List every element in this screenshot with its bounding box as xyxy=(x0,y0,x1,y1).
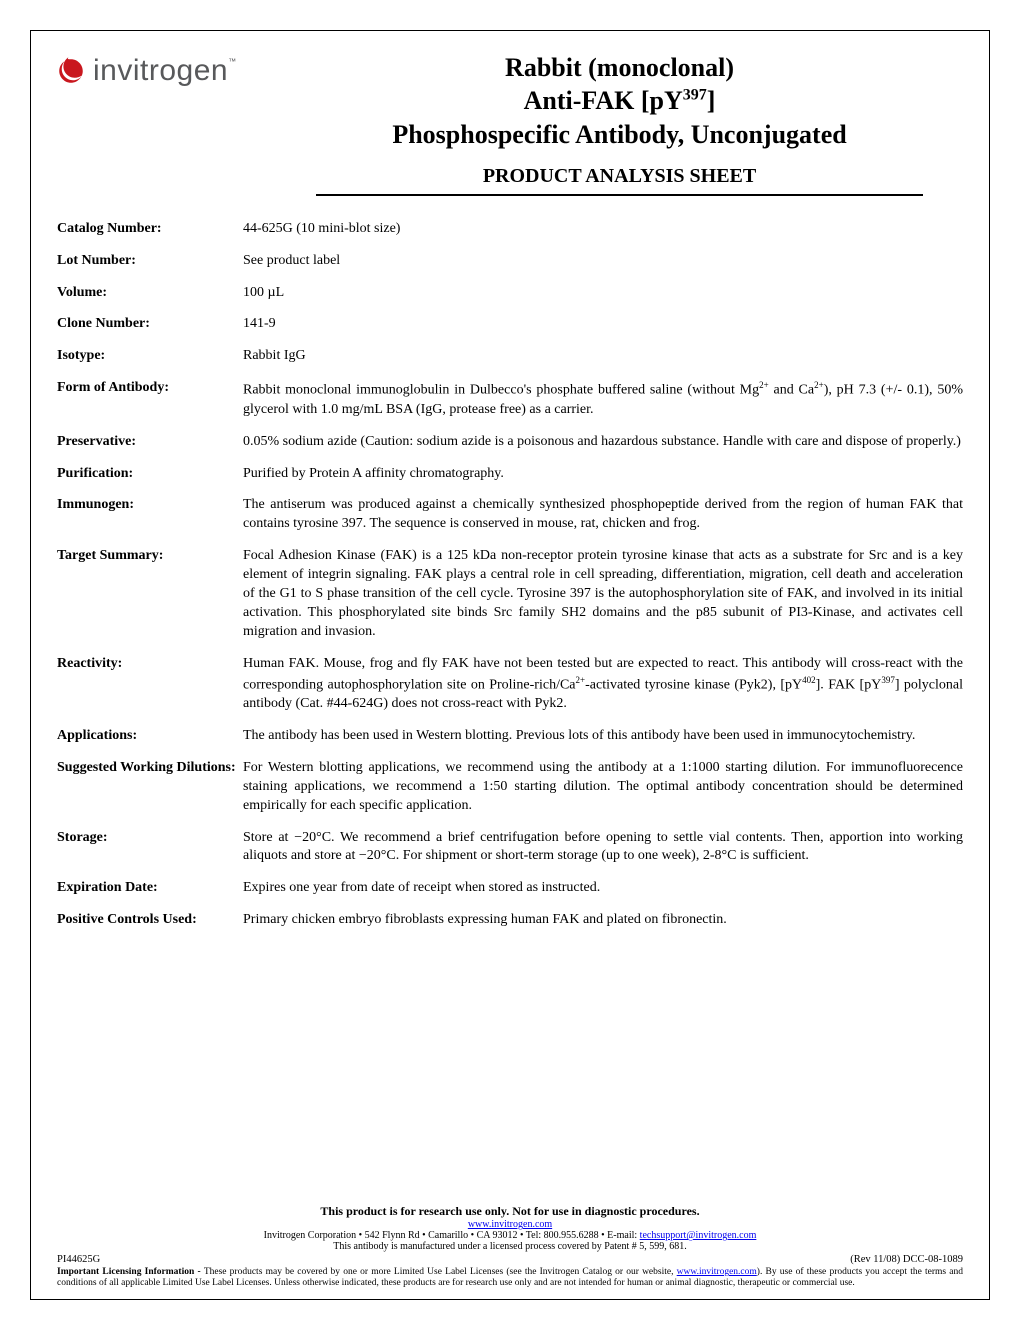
swirl-icon xyxy=(57,57,85,85)
field-row: Expiration Date:Expires one year from da… xyxy=(57,879,963,898)
field-row: Catalog Number:44-625G (10 mini-blot siz… xyxy=(57,220,963,239)
field-row: Purification:Purified by Protein A affin… xyxy=(57,465,963,484)
brand-logo: invitrogen™ xyxy=(57,51,236,85)
field-value: Rabbit monoclonal immunoglobulin in Dulb… xyxy=(243,379,963,419)
email-link[interactable]: techsupport@invitrogen.com xyxy=(640,1230,757,1241)
field-label: Form of Antibody: xyxy=(57,379,243,398)
field-label: Preservative: xyxy=(57,433,243,452)
pi-number: PI44625G xyxy=(57,1254,100,1265)
field-row: Clone Number:141-9 xyxy=(57,315,963,334)
field-value: 44-625G (10 mini-blot size) xyxy=(243,220,963,239)
field-row: Reactivity:Human FAK. Mouse, frog and fl… xyxy=(57,655,963,714)
field-row: Storage:Store at −20°C. We recommend a b… xyxy=(57,829,963,867)
field-label: Positive Controls Used: xyxy=(57,911,243,930)
title2-sup: 397 xyxy=(683,87,707,104)
field-value: 141-9 xyxy=(243,315,963,334)
product-title-line1: Rabbit (monoclonal) xyxy=(276,51,963,84)
legal-body-pre: These products may be covered by one or … xyxy=(204,1267,677,1277)
field-value: Focal Adhesion Kinase (FAK) is a 125 kDa… xyxy=(243,547,963,641)
footer-meta: PI44625G (Rev 11/08) DCC-08-1089 xyxy=(57,1254,963,1265)
corp-line: Invitrogen Corporation • 542 Flynn Rd • … xyxy=(57,1230,963,1241)
field-value: Expires one year from date of receipt wh… xyxy=(243,879,963,898)
patent-line: This antibody is manufactured under a li… xyxy=(57,1241,963,1252)
legal-notice: Important Licensing Information - These … xyxy=(57,1267,963,1289)
page-frame: invitrogen™ Rabbit (monoclonal) Anti-FAK… xyxy=(30,30,990,1300)
field-label: Lot Number: xyxy=(57,252,243,271)
field-value: Rabbit IgG xyxy=(243,347,963,366)
corp-text: Invitrogen Corporation • 542 Flynn Rd • … xyxy=(264,1230,640,1241)
field-row: Volume:100 µL xyxy=(57,284,963,303)
field-row: Immunogen:The antiserum was produced aga… xyxy=(57,496,963,534)
field-label: Storage: xyxy=(57,829,243,848)
field-value: Human FAK. Mouse, frog and fly FAK have … xyxy=(243,655,963,714)
trademark: ™ xyxy=(228,57,236,66)
field-row: Form of Antibody:Rabbit monoclonal immun… xyxy=(57,379,963,419)
research-use-notice: This product is for research use only. N… xyxy=(57,1204,963,1219)
field-value: For Western blotting applications, we re… xyxy=(243,759,963,816)
field-label: Volume: xyxy=(57,284,243,303)
field-row: Lot Number:See product label xyxy=(57,252,963,271)
revision: (Rev 11/08) DCC-08-1089 xyxy=(850,1254,963,1265)
title-rule xyxy=(316,194,923,196)
field-label: Suggested Working Dilutions: xyxy=(57,759,243,778)
field-row: Isotype:Rabbit IgG xyxy=(57,347,963,366)
website-link[interactable]: www.invitrogen.com xyxy=(468,1219,552,1230)
title2-pre: Anti-FAK [pY xyxy=(524,86,683,115)
product-title-line3: Phosphospecific Antibody, Unconjugated xyxy=(276,118,963,151)
field-label: Target Summary: xyxy=(57,547,243,566)
field-row: Suggested Working Dilutions:For Western … xyxy=(57,759,963,816)
header: invitrogen™ Rabbit (monoclonal) Anti-FAK… xyxy=(57,51,963,196)
field-value: 0.05% sodium azide (Caution: sodium azid… xyxy=(243,433,963,452)
field-row: Positive Controls Used:Primary chicken e… xyxy=(57,911,963,930)
fields-list: Catalog Number:44-625G (10 mini-blot siz… xyxy=(57,220,963,930)
field-label: Immunogen: xyxy=(57,496,243,515)
footer: This product is for research use only. N… xyxy=(57,1204,963,1289)
title2-post: ] xyxy=(707,86,716,115)
sheet-title: PRODUCT ANALYSIS SHEET xyxy=(276,165,963,188)
field-value: 100 µL xyxy=(243,284,963,303)
title-block: Rabbit (monoclonal) Anti-FAK [pY397] Pho… xyxy=(276,51,963,196)
field-value: Purified by Protein A affinity chromatog… xyxy=(243,465,963,484)
field-row: Preservative:0.05% sodium azide (Caution… xyxy=(57,433,963,452)
field-value: Primary chicken embryo fibroblasts expre… xyxy=(243,911,963,930)
field-value: The antibody has been used in Western bl… xyxy=(243,727,963,746)
field-label: Clone Number: xyxy=(57,315,243,334)
field-value: Store at −20°C. We recommend a brief cen… xyxy=(243,829,963,867)
field-value: See product label xyxy=(243,252,963,271)
field-row: Applications:The antibody has been used … xyxy=(57,727,963,746)
field-label: Catalog Number: xyxy=(57,220,243,239)
field-value: The antiserum was produced against a che… xyxy=(243,496,963,534)
field-label: Purification: xyxy=(57,465,243,484)
field-label: Isotype: xyxy=(57,347,243,366)
field-label: Applications: xyxy=(57,727,243,746)
field-label: Reactivity: xyxy=(57,655,243,674)
product-title-line2: Anti-FAK [pY397] xyxy=(276,84,963,117)
field-label: Expiration Date: xyxy=(57,879,243,898)
field-row: Target Summary:Focal Adhesion Kinase (FA… xyxy=(57,547,963,641)
legal-website-link[interactable]: www.invitrogen.com xyxy=(677,1267,757,1277)
brand-text: invitrogen xyxy=(93,54,228,87)
legal-heading: Important Licensing Information - xyxy=(57,1267,204,1277)
